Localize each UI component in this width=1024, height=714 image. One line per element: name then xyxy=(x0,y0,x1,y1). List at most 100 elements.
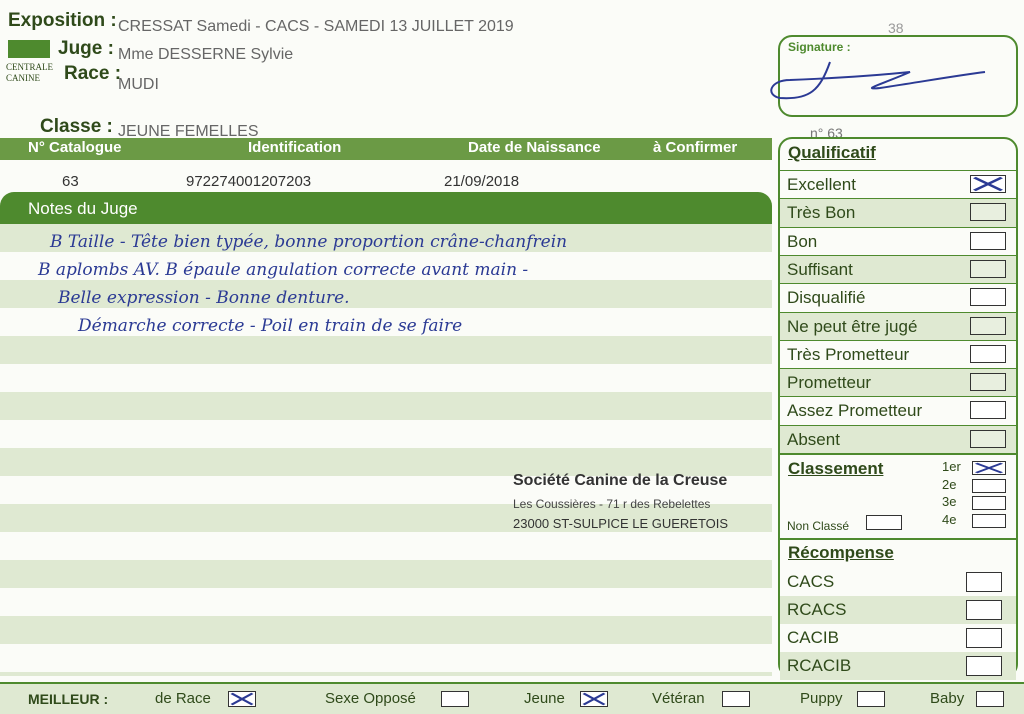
rank-label: 2e xyxy=(942,476,957,492)
logo-mark xyxy=(8,40,50,58)
note-stripes xyxy=(0,224,772,676)
societe-city: 23000 ST-SULPICE LE GUERETOIS xyxy=(513,516,729,531)
juge-value: Mme DESSERNE Sylvie xyxy=(118,46,294,63)
qualificatif-label: Absent xyxy=(787,429,840,449)
check-cross xyxy=(582,692,606,706)
handwritten-line: Démarche correcte - Poil en train de se … xyxy=(78,316,463,336)
meilleur-label: Sexe Opposé xyxy=(325,690,416,707)
section-title: Qualificatif xyxy=(788,143,876,162)
checkbox xyxy=(972,478,1006,493)
qualificatif-label: Disqualifié xyxy=(787,288,866,308)
table-header: à Confirmer xyxy=(653,139,738,156)
table-header-bar xyxy=(0,138,772,160)
checkbox xyxy=(972,461,1006,475)
qualificatif-label: Excellent xyxy=(787,175,856,194)
checkbox xyxy=(970,373,1006,392)
meilleur-label: Baby xyxy=(930,690,965,707)
societe-address: Les Coussières - 71 r des Rebelettes xyxy=(513,497,711,511)
checkbox xyxy=(441,691,469,707)
qualificatif-label: Bon xyxy=(787,231,818,251)
race-label: Race : xyxy=(64,63,122,84)
checkbox xyxy=(857,691,885,707)
rank-label: 1er xyxy=(942,459,961,474)
bottom-bar xyxy=(0,682,1024,714)
checkbox xyxy=(970,401,1006,420)
row-divider xyxy=(780,396,1016,425)
qualificatif-label: Prometteur xyxy=(787,373,872,393)
checkbox xyxy=(966,572,1002,592)
recompense-label: RCACIB xyxy=(787,656,852,675)
handwritten-line: B Taille - Tête bien typée, bonne propor… xyxy=(50,232,568,252)
qualificatif-label: Très Bon xyxy=(787,203,856,223)
recompense-label: CACS xyxy=(787,572,835,591)
table-header: N° Catalogue xyxy=(28,139,122,156)
row-divider xyxy=(780,226,1016,256)
check-cross xyxy=(230,692,254,706)
table-header: Identification xyxy=(248,139,342,156)
recompense-label: RCACS xyxy=(787,600,847,619)
row-divider xyxy=(780,170,1016,199)
rank-label: 3e xyxy=(942,494,957,509)
checkbox xyxy=(866,515,902,530)
signature-label: Signature : xyxy=(788,40,851,54)
checkbox xyxy=(976,691,1004,707)
exposition-value: CRESSAT Samedi - CACS - SAMEDI 13 JUILLE… xyxy=(118,18,514,35)
societe-name: Société Canine de la Creuse xyxy=(513,472,728,489)
notes-bar xyxy=(0,192,772,224)
page-number: 38 xyxy=(888,20,904,36)
checkbox xyxy=(970,203,1006,222)
logo-top: CENTRALE xyxy=(6,62,53,72)
checkbox xyxy=(970,259,1006,278)
checkbox xyxy=(966,656,1002,676)
checkbox xyxy=(970,231,1006,250)
row-divider xyxy=(780,283,1016,312)
exposition-label: Exposition : xyxy=(8,10,117,31)
checkbox xyxy=(228,691,256,707)
check-cross xyxy=(974,462,1004,474)
checkbox xyxy=(966,628,1002,648)
checkbox xyxy=(722,691,750,707)
table-cell: 972274001207203 xyxy=(186,173,312,190)
checkbox xyxy=(970,344,1006,363)
section-title: Classement xyxy=(788,459,884,478)
checkbox xyxy=(970,316,1006,335)
meilleur-label: Vétéran xyxy=(652,690,705,707)
section-title: Récompense xyxy=(788,543,894,562)
checkbox xyxy=(972,496,1006,510)
juge-label: Juge : xyxy=(58,38,114,59)
notes-title: Notes du Juge xyxy=(28,199,138,218)
table-cell: 21/09/2018 xyxy=(444,173,520,190)
classe-value: JEUNE FEMELLES xyxy=(118,123,259,140)
checkbox xyxy=(580,691,608,707)
recompense-label: CACIB xyxy=(787,628,839,647)
race-value: MUDI xyxy=(118,76,159,93)
meilleur-label: Jeune xyxy=(524,690,565,707)
meilleur-label: MEILLEUR : xyxy=(28,691,109,707)
classe-label: Classe : xyxy=(40,116,113,137)
checkbox xyxy=(966,600,1002,620)
handwritten-line: Belle expression - Bonne denture. xyxy=(58,288,350,308)
meilleur-label: Puppy xyxy=(800,690,843,707)
checkbox xyxy=(970,429,1006,448)
qualificatif-label: Suffisant xyxy=(787,259,853,279)
rank-label: 4e xyxy=(942,511,957,527)
table-header: Date de Naissance xyxy=(468,139,601,156)
non-classe-label: Non Classé xyxy=(787,519,850,533)
handwritten-line: B aplombs AV. B épaule angulation correc… xyxy=(38,260,529,280)
qualificatif-label: Très Prometteur xyxy=(787,344,910,364)
section-divider xyxy=(780,453,1016,455)
checkbox xyxy=(970,288,1006,307)
section-divider xyxy=(780,538,1016,540)
row-divider xyxy=(780,339,1016,369)
qualificatif-label: Assez Prometteur xyxy=(787,401,923,421)
check-cross xyxy=(972,176,1004,192)
table-cell: 63 xyxy=(62,173,79,190)
signature xyxy=(770,61,986,100)
checkbox xyxy=(970,175,1006,193)
checkbox xyxy=(972,513,1006,528)
meilleur-label: de Race xyxy=(155,690,211,707)
signature-box xyxy=(778,35,1018,117)
logo-bottom: CANINE xyxy=(6,73,40,83)
qualificatif-label: Ne peut être jugé xyxy=(787,316,918,336)
